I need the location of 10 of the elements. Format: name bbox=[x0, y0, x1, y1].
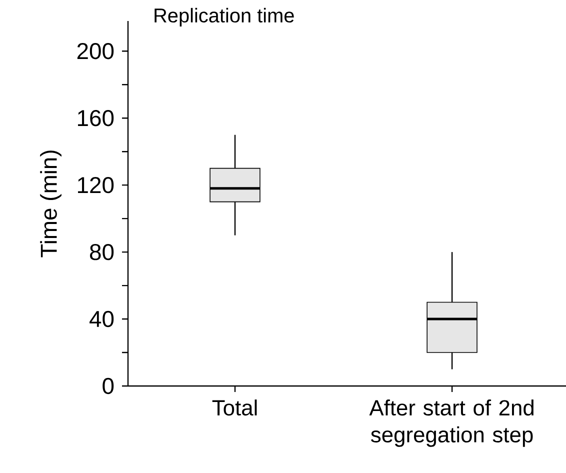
y-tick-label: 80 bbox=[90, 244, 114, 260]
x-tick-label: Total bbox=[212, 399, 257, 416]
y-tick-label: 200 bbox=[77, 43, 114, 60]
y-tick-label: 0 bbox=[102, 378, 114, 394]
y-tick-label: 40 bbox=[90, 310, 114, 328]
y-tick-label: 120 bbox=[78, 176, 114, 194]
y-tick-label: 160 bbox=[78, 110, 114, 126]
chart-title: Replication time bbox=[154, 8, 294, 27]
x-tick-label: After start of 2nd segregation step bbox=[369, 399, 534, 447]
y-axis-title: Time (min) bbox=[40, 150, 62, 258]
